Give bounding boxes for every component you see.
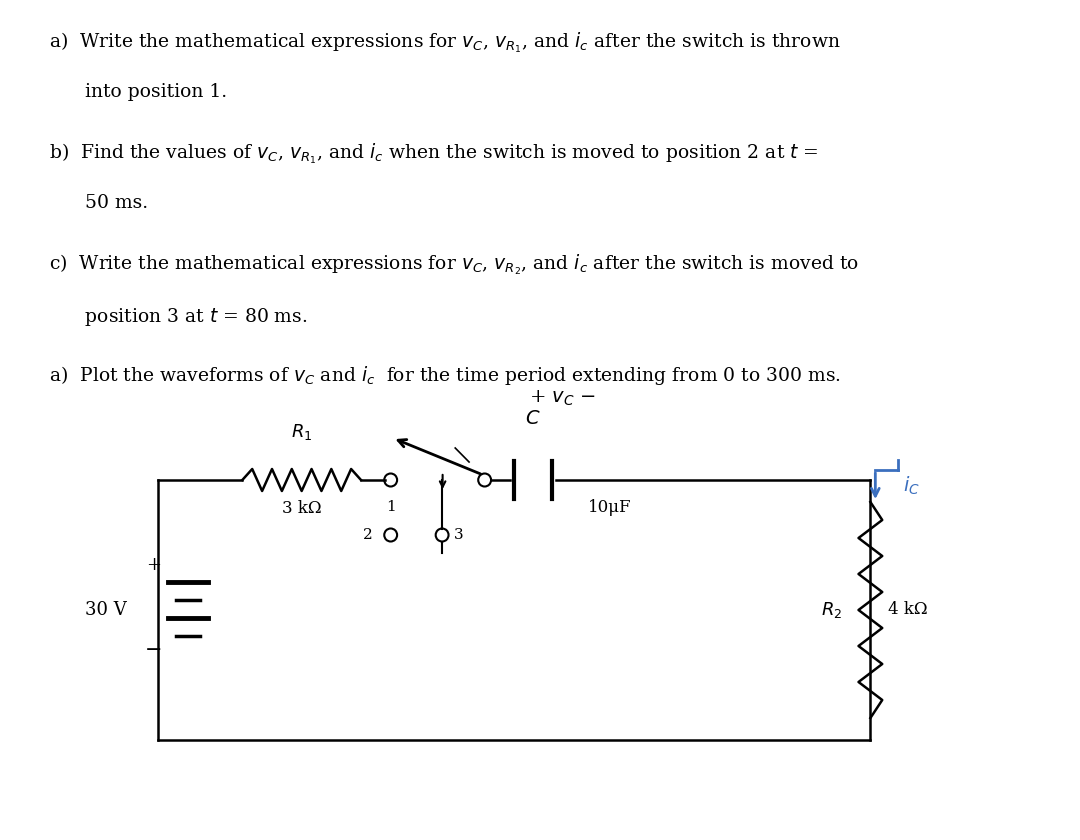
Text: $R_2$: $R_2$ (822, 600, 842, 620)
Text: 4 kΩ: 4 kΩ (888, 601, 928, 618)
Text: 50 ms.: 50 ms. (50, 194, 149, 213)
Text: c)  Write the mathematical expressions for $v_C$, $v_{R_2}$, and $i_c$ after the: c) Write the mathematical expressions fo… (50, 253, 860, 277)
Text: + $v_C$ −: + $v_C$ − (529, 389, 596, 408)
Text: 3: 3 (454, 528, 463, 542)
Text: a)  Write the mathematical expressions for $v_C$, $v_{R_1}$, and $i_c$ after the: a) Write the mathematical expressions fo… (50, 30, 841, 55)
Text: into position 1.: into position 1. (50, 83, 228, 101)
Text: b)  Find the values of $v_C$, $v_{R_1}$, and $i_c$ when the switch is moved to p: b) Find the values of $v_C$, $v_{R_1}$, … (50, 141, 819, 166)
Text: 2: 2 (363, 528, 373, 542)
Text: 30 V: 30 V (85, 601, 126, 619)
Text: $C$: $C$ (525, 410, 541, 428)
Text: position 3 at $t$ = 80 ms.: position 3 at $t$ = 80 ms. (50, 306, 308, 328)
Text: 10μF: 10μF (588, 500, 631, 517)
Text: −: − (145, 641, 162, 659)
Text: a)  Plot the waveforms of $v_C$ and $i_c$  for the time period extending from 0 : a) Plot the waveforms of $v_C$ and $i_c$… (50, 364, 841, 387)
Text: $i_C$: $i_C$ (903, 475, 920, 497)
Text: 1: 1 (386, 500, 395, 514)
Text: $R_1$: $R_1$ (291, 422, 312, 442)
Text: +: + (146, 556, 161, 574)
Text: 3 kΩ: 3 kΩ (282, 500, 322, 517)
